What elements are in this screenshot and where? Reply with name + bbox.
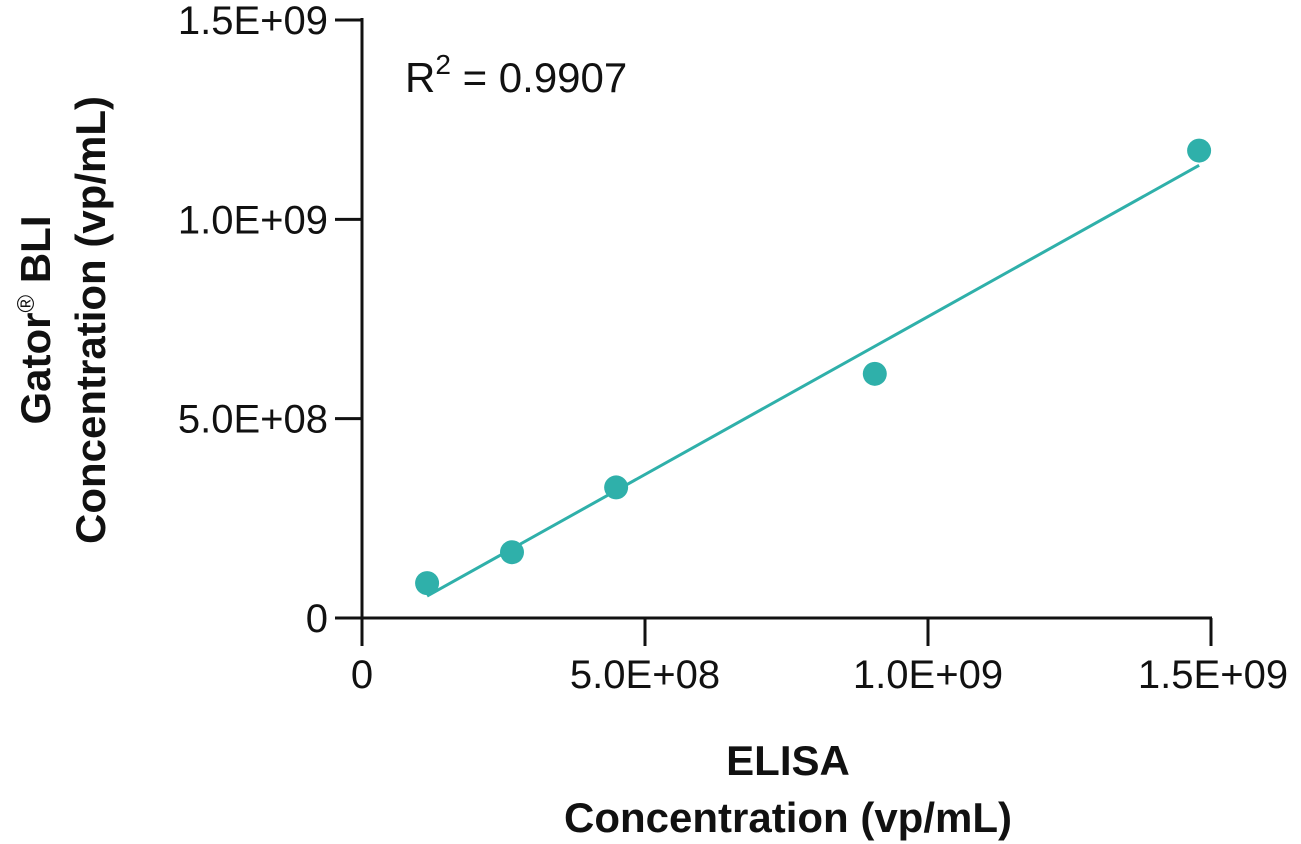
data-point xyxy=(415,571,440,596)
data-point xyxy=(604,475,629,500)
x-tick-label: 1.5E+09 xyxy=(1138,653,1288,697)
fit-line xyxy=(426,164,1200,598)
x-axis-title-line1: ELISA xyxy=(726,737,850,784)
y-tick-label: 5.0E+08 xyxy=(178,398,328,442)
y-axis-title: Gator® BLI Concentration (vp/mL) xyxy=(12,96,114,544)
y-tick-label: 0 xyxy=(306,597,328,641)
y-axis-title-line1: Gator® BLI xyxy=(12,215,59,424)
axes xyxy=(335,18,1212,620)
x-tick-label: 5.0E+08 xyxy=(570,653,720,697)
y-tick-label: 1.0E+09 xyxy=(178,198,328,242)
x-tick-label: 0 xyxy=(351,653,373,697)
r2-annotation: R2 = 0.9907 xyxy=(405,49,627,101)
y-tick-label: 1.5E+09 xyxy=(178,0,328,43)
data-point xyxy=(862,361,887,386)
y-axis-title-line2: Concentration (vp/mL) xyxy=(67,96,114,544)
x-tick-label: 1.0E+09 xyxy=(853,653,1003,697)
x-axis-title-line2: Concentration (vp/mL) xyxy=(564,794,1012,841)
data-point xyxy=(1187,138,1212,163)
data-point xyxy=(499,540,524,565)
